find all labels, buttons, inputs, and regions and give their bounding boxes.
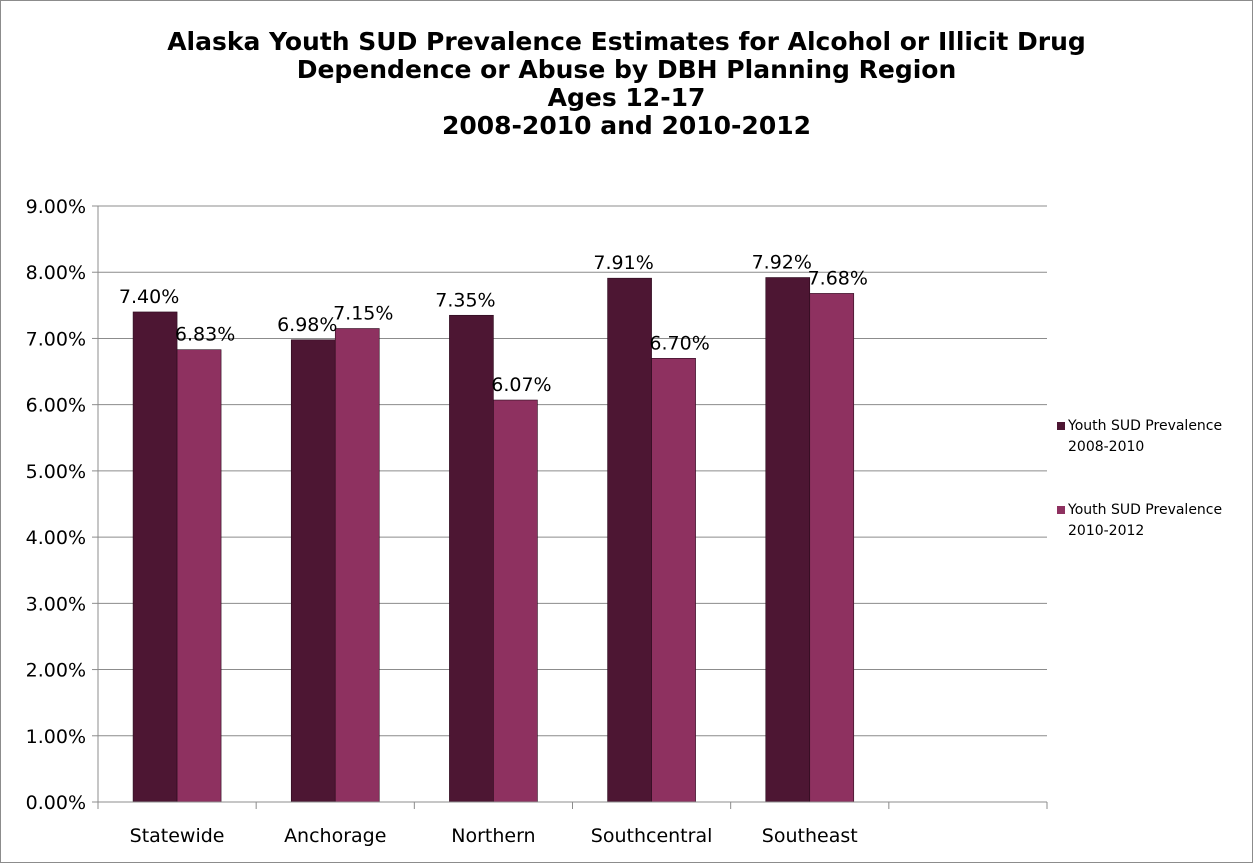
chart-title: Alaska Youth SUD Prevalence Estimates fo… — [0, 28, 1253, 140]
legend-label: Youth SUD Prevalence — [1067, 418, 1222, 434]
bar-anchorage-series-1 — [290, 339, 336, 803]
bar-statewide-series-1 — [132, 311, 178, 803]
chart-title-line-2: Dependence or Abuse by DBH Planning Regi… — [296, 55, 957, 84]
y-tick-label: 0.00% — [26, 792, 86, 814]
bar-anchorage-series-2 — [334, 328, 380, 803]
y-tick-label: 7.00% — [26, 328, 86, 350]
legend-label: Youth SUD Prevalence — [1067, 502, 1222, 518]
gridlines — [98, 205, 1047, 737]
y-tick-label: 9.00% — [26, 196, 86, 218]
y-tick-label: 2.00% — [26, 660, 86, 682]
x-category-label: Northern — [451, 825, 535, 847]
y-tick-label: 1.00% — [26, 726, 86, 748]
x-category-label: Statewide — [130, 825, 225, 847]
bar-northern-series-2 — [493, 399, 538, 803]
data-label: 7.68% — [808, 267, 868, 289]
data-label: 7.15% — [333, 303, 393, 325]
bar-southcentral-series-2 — [651, 358, 696, 803]
legend: Youth SUD Prevalence 2008-2010 Youth SUD P… — [1057, 418, 1222, 539]
data-label: 6.83% — [175, 324, 235, 346]
y-tick-label: 5.00% — [26, 461, 86, 483]
legend-label: 2010-2012 — [1068, 523, 1144, 539]
y-tick-label: 8.00% — [26, 262, 86, 284]
bar-southeast-series-2 — [809, 293, 855, 803]
data-label: 7.35% — [435, 289, 495, 311]
x-category-label: Anchorage — [284, 825, 386, 847]
bar-statewide-series-2 — [176, 349, 222, 803]
bar-southeast-series-1 — [765, 277, 811, 803]
data-label: 7.91% — [593, 252, 653, 274]
data-label: 7.92% — [752, 252, 812, 274]
y-tick-label: 3.00% — [26, 593, 86, 615]
data-label: 6.98% — [277, 314, 337, 336]
chart-title-line-4: 2008-2010 and 2010-2012 — [441, 111, 812, 140]
axes — [92, 205, 1048, 809]
legend-swatch — [1057, 506, 1065, 514]
data-labels: 7.40% 6.83% 6.98%7.15% 7.35% 6.07% 7.91% 6.70%… — [119, 252, 868, 397]
y-axis-tick-labels: 0.00% 1.00% 2.00% 3.00% 4.00% 5.00% 6.00% 7.00%… — [26, 196, 86, 814]
y-tick-label: 6.00% — [26, 395, 86, 417]
chart-title-line-1: Alaska Youth SUD Prevalence Estimates fo… — [167, 27, 1086, 56]
bar-southcentral-series-1 — [607, 277, 652, 803]
data-label: 7.40% — [119, 286, 179, 308]
bars — [132, 277, 855, 803]
legend-label: 2008-2010 — [1068, 439, 1144, 455]
bar-northern-series-1 — [449, 314, 494, 803]
x-category-label: Southcentral — [591, 825, 713, 847]
x-category-label: Southeast — [762, 825, 858, 847]
chart-title-line-3: Ages 12-17 — [547, 83, 706, 112]
x-axis-category-labels: Statewide Anchorage Northern Southcentral So… — [130, 825, 858, 847]
data-label: 6.70% — [649, 332, 709, 354]
legend-swatch — [1057, 422, 1065, 430]
data-label: 6.07% — [491, 374, 551, 396]
y-tick-label: 4.00% — [26, 527, 86, 549]
